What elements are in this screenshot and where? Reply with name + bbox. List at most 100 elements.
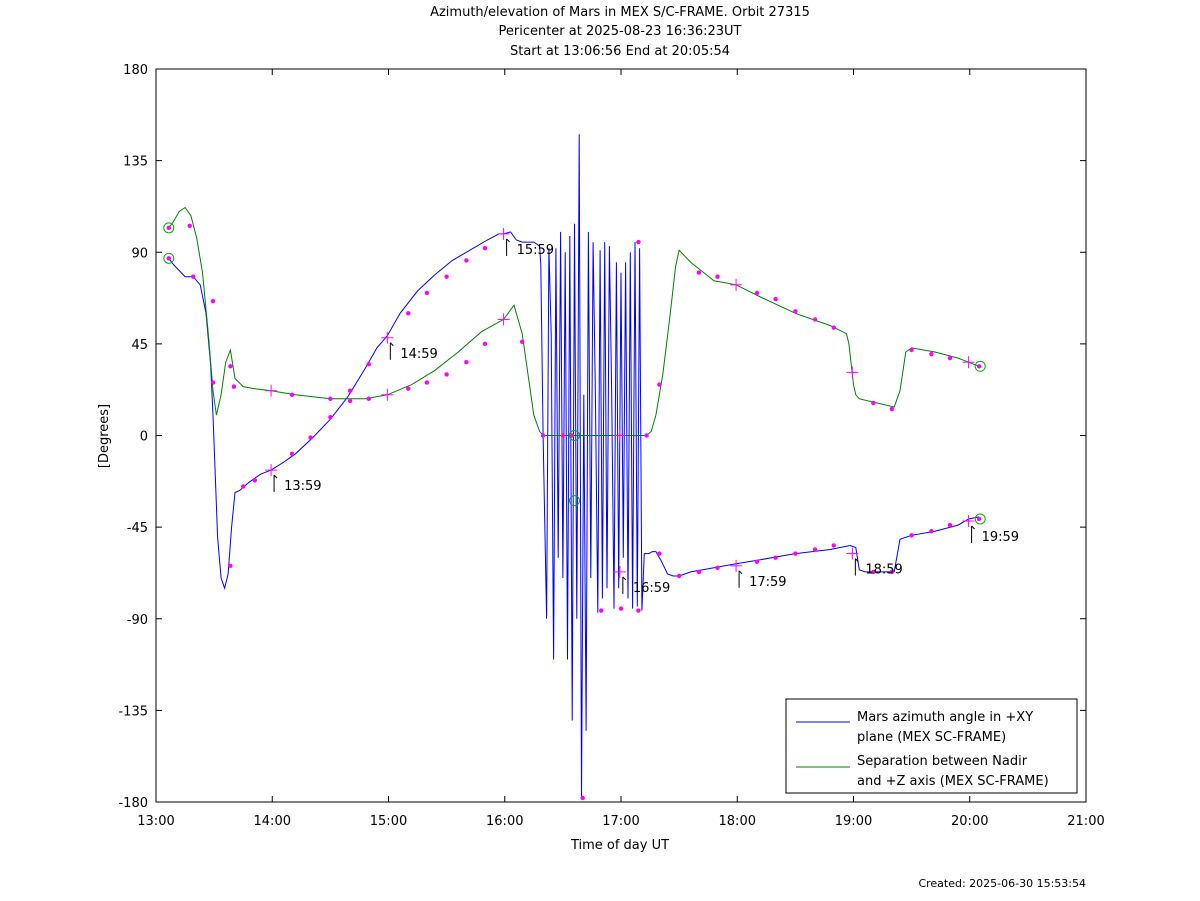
y-tick-label: 90 — [131, 246, 148, 261]
sample-marker-dot — [166, 256, 171, 261]
sample-marker-dot — [366, 362, 371, 367]
y-tick-label: 0 — [140, 430, 148, 445]
sample-marker-dot — [947, 522, 953, 528]
annotation-layer: 13:59 14:59 15:59 16:59 17:59 18:59 19:59 — [273, 238, 1019, 596]
y-tick-label: 135 — [123, 155, 148, 170]
sample-marker-dot — [444, 274, 449, 279]
time-annotation-label: 15:59 — [517, 243, 554, 258]
legend-label-separation-line2: and +Z axis (MEX SC-FRAME) — [857, 774, 1049, 789]
x-axis-label: Time of day UT — [570, 838, 669, 853]
start-end-circle-marker — [974, 513, 986, 525]
sample-marker-dot — [947, 355, 953, 361]
y-tick-label: -180 — [118, 796, 148, 811]
series-line-azimuth — [168, 134, 980, 798]
hour-cross-marker — [846, 366, 859, 379]
hour-cross-marker — [265, 384, 278, 397]
time-annotation: 13:59 — [273, 474, 322, 494]
sample-marker-dot — [976, 516, 982, 522]
sample-marker-dot — [636, 608, 641, 613]
time-annotation: 17:59 — [738, 570, 787, 590]
y-axis-label: [Degrees] — [97, 404, 112, 468]
x-tick-label: 17:00 — [602, 814, 639, 829]
sample-marker-dot — [793, 309, 798, 314]
sample-marker-dot — [482, 245, 488, 251]
time-annotation: 16:59 — [622, 576, 670, 596]
sample-marker-dot — [406, 386, 411, 391]
y-tick-label: -135 — [118, 704, 148, 719]
sample-marker-dot — [909, 347, 914, 353]
time-annotation-label: 14:59 — [400, 347, 437, 362]
sample-marker-dot — [252, 478, 258, 483]
sample-marker-dot — [308, 435, 313, 440]
start-end-circle-marker — [163, 252, 175, 264]
x-tick-label: 16:00 — [486, 814, 523, 829]
x-tick-label: 21:00 — [1067, 814, 1104, 829]
sample-marker-dot — [328, 396, 333, 402]
hour-cross-marker — [381, 331, 394, 344]
sample-marker-dot — [793, 551, 798, 556]
sample-marker-dot — [657, 551, 662, 556]
start-end-circle-marker — [163, 222, 175, 234]
y-tick-label: 180 — [123, 63, 148, 78]
sample-marker-dot — [187, 223, 192, 228]
created-timestamp: Created: 2025-06-30 15:53:54 — [918, 877, 1086, 890]
sample-marker-dot — [909, 533, 914, 538]
sample-marker-dot — [210, 298, 216, 304]
series-line-separation — [168, 206, 980, 436]
sample-marker-dot — [580, 795, 585, 801]
x-tick-label: 19:00 — [835, 814, 872, 829]
sample-marker-dot — [871, 400, 876, 406]
hour-cross-marker — [846, 547, 859, 560]
time-annotation-label: 18:59 — [865, 563, 902, 578]
hour-cross-marker — [497, 313, 510, 326]
sample-marker-dot — [210, 380, 216, 385]
hour-cross-marker — [613, 429, 626, 442]
sample-marker-dot — [464, 258, 469, 263]
sample-marker-dot — [715, 565, 720, 571]
x-tick-label: 18:00 — [719, 814, 756, 829]
time-annotation: 14:59 — [389, 342, 438, 362]
hour-cross-marker — [962, 356, 975, 369]
sample-marker-dot — [231, 384, 237, 389]
sample-marker-dot — [636, 239, 641, 245]
sample-marker-dot — [812, 317, 818, 322]
chart-subtitle-start-end: Start at 13:06:56 End at 20:05:54 — [509, 44, 731, 59]
time-annotation: 15:59 — [506, 238, 554, 258]
sample-marker-dot — [696, 270, 702, 275]
time-annotation-label: 19:59 — [982, 530, 1019, 545]
time-annotation-label: 16:59 — [633, 581, 670, 596]
sample-marker-dot — [444, 372, 449, 377]
legend-box — [785, 698, 1078, 794]
time-annotation-label: 13:59 — [284, 479, 321, 494]
sample-marker-dot — [406, 311, 411, 316]
hour-cross-marker — [497, 227, 510, 240]
sample-marker-dot — [657, 382, 662, 387]
sample-marker-dot — [328, 414, 333, 420]
hour-cross-marker — [613, 565, 626, 578]
sample-marker-dot — [366, 396, 371, 402]
hour-cross-marker — [265, 464, 278, 477]
sample-marker-dot — [929, 351, 934, 357]
start-end-circle-marker — [974, 360, 986, 372]
sample-marker-dot — [540, 433, 546, 438]
sample-marker-dot — [482, 341, 488, 347]
x-axis: 13:00 14:00 15:00 16:00 17:00 18:00 19:00 20:00… — [137, 69, 1105, 829]
marker-layer — [163, 222, 986, 801]
chart-subtitle-pericenter: Pericenter at 2025-08-23 16:36:23UT — [498, 24, 742, 39]
sample-marker-dot — [618, 606, 624, 611]
sample-marker-dot — [289, 451, 295, 457]
sample-marker-dot — [715, 274, 720, 279]
sample-marker-dot — [754, 290, 760, 296]
sample-marker-dot — [644, 433, 649, 438]
legend-label-separation-line1: Separation between Nadir — [857, 754, 1028, 769]
y-tick-label: 45 — [131, 338, 148, 353]
sample-marker-dot — [889, 569, 895, 575]
series-layer — [168, 134, 980, 798]
sample-marker-dot — [773, 296, 778, 302]
hour-cross-marker — [730, 559, 743, 572]
sample-marker-dot — [240, 484, 246, 489]
sample-marker-dot — [519, 339, 525, 345]
sample-marker-dot — [929, 528, 934, 534]
sample-marker-dot — [166, 225, 171, 231]
sample-marker-dot — [289, 392, 295, 397]
